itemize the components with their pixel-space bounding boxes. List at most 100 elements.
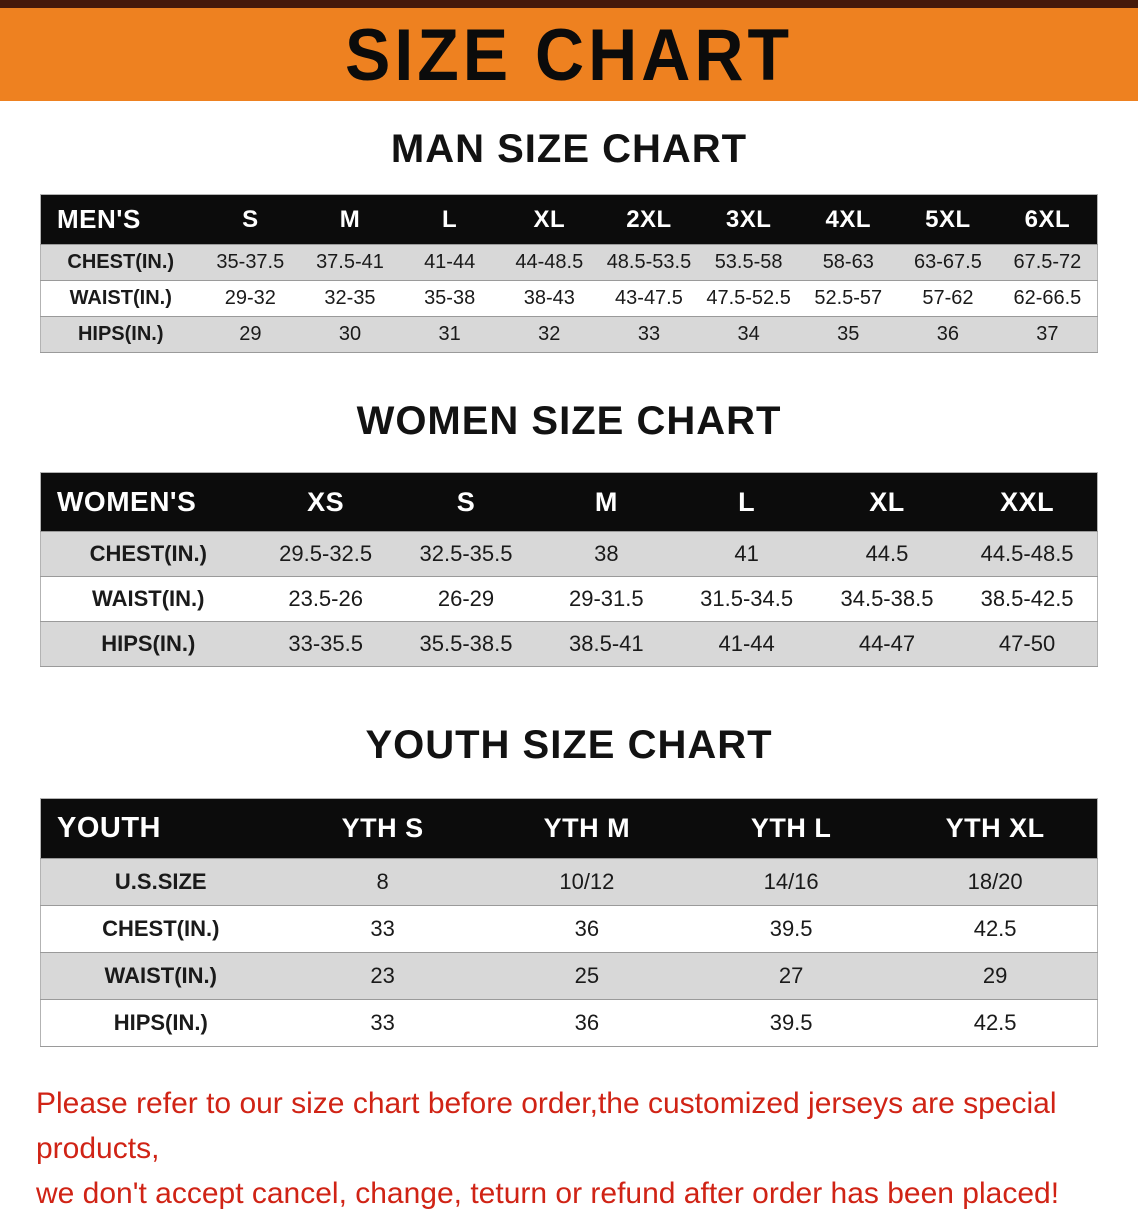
size-cell: 31 [438, 323, 461, 345]
size-cell: 47.5-52.5 [706, 287, 791, 309]
size-cell: 31.5-34.5 [700, 586, 794, 611]
row-label: HIPS(IN.) [113, 1010, 208, 1035]
size-cell: 26-29 [437, 586, 495, 611]
table-header-row: WOMEN'S XS S M L XL XXL [40, 472, 1098, 532]
size-cell: 38.5-41 [569, 631, 644, 656]
table-corner-label: YOUTH [40, 798, 281, 859]
size-cell: 32-35 [324, 287, 376, 309]
size-cell: 29 [239, 323, 262, 345]
youth-section-heading: YOUTH SIZE CHART [365, 723, 773, 767]
size-cell: 52.5-57 [814, 287, 883, 309]
table-row: WAIST(IN.) 23 25 27 29 [40, 952, 1098, 1000]
men-section-heading: MAN SIZE CHART [390, 127, 748, 171]
size-cell: 44-47 [858, 631, 916, 656]
size-cell: 29-31.5 [569, 586, 644, 611]
size-column-header: M [536, 472, 677, 532]
table-row: HIPS(IN.) 29 30 31 32 33 34 35 36 37 [40, 316, 1098, 353]
size-cell: 41-44 [718, 631, 775, 656]
size-cell: 8 [376, 869, 389, 894]
size-cell: 18/20 [967, 869, 1023, 894]
size-column-header: YTH XL [893, 798, 1098, 859]
size-cell: 32 [538, 323, 561, 345]
size-cell: 58-63 [822, 251, 874, 273]
size-column-header: XL [816, 472, 958, 532]
size-cell: 14/16 [763, 869, 819, 894]
size-cell: 10/12 [559, 869, 615, 894]
table-row: CHEST(IN.) 29.5-32.5 32.5-35.5 38 41 44.5 44.5… [40, 531, 1098, 577]
size-column-header: YTH S [280, 798, 485, 859]
table-row: CHEST(IN.) 35-37.5 37.5-41 41-44 44-48.5 48.5… [40, 244, 1098, 281]
size-cell: 34.5-38.5 [840, 586, 934, 611]
notice-line-2: we don't accept cancel, change, teturn o… [36, 1177, 1060, 1210]
size-cell: 27 [778, 963, 804, 988]
row-label: WAIST(IN.) [92, 586, 205, 611]
row-label: CHEST(IN.) [102, 916, 220, 941]
size-cell: 62-66.5 [1013, 287, 1082, 309]
size-column-header: L [676, 472, 817, 532]
size-cell: 67.5-72 [1013, 251, 1082, 273]
row-label: CHEST(IN.) [89, 541, 207, 566]
size-column-header: YTH M [484, 798, 689, 859]
women-size-table: WOMEN'S XS S M L XL XXL CHEST(IN.) 29.5-32.5 32.5… [40, 472, 1098, 667]
women-section-heading: WOMEN SIZE CHART [356, 399, 782, 443]
page-title: SIZE CHART [345, 13, 793, 96]
size-column-header: 3XL [698, 194, 799, 245]
size-cell: 35-38 [424, 287, 476, 309]
size-cell: 34 [737, 323, 760, 345]
size-cell: 38-43 [523, 287, 575, 309]
size-cell: 35-37.5 [216, 251, 285, 273]
size-cell: 39.5 [769, 916, 813, 941]
row-label: CHEST(IN.) [67, 251, 175, 273]
notice-line-1: Please refer to our size chart before or… [36, 1087, 1057, 1165]
size-column-header: M [300, 194, 400, 245]
size-cell: 57-62 [922, 287, 974, 309]
size-cell: 29 [982, 963, 1008, 988]
size-cell: 36 [574, 916, 600, 941]
size-cell: 48.5-53.5 [606, 251, 692, 273]
size-cell: 33-35.5 [288, 631, 363, 656]
footer-notice: Please refer to our size chart before or… [0, 1081, 1138, 1216]
size-column-header: 5XL [898, 194, 998, 245]
size-column-header: YTH L [689, 798, 894, 859]
banner: SIZE CHART [0, 0, 1138, 101]
size-cell: 43-47.5 [615, 287, 683, 309]
size-cell: 32.5-35.5 [419, 541, 513, 566]
size-cell: 44.5-48.5 [980, 541, 1074, 566]
section-men: MAN SIZE CHART MEN'S S M L XL 2XL 3XL 4XL 5XL 6XL… [0, 127, 1138, 353]
size-cell: 33 [370, 916, 395, 941]
size-column-header: 4XL [798, 194, 899, 245]
size-cell: 25 [574, 963, 600, 988]
row-label: U.S.SIZE [114, 869, 207, 894]
size-cell: 37 [1036, 323, 1059, 345]
table-corner-label: MEN'S [40, 194, 201, 245]
size-cell: 53.5-58 [714, 251, 783, 273]
men-size-table: MEN'S S M L XL 2XL 3XL 4XL 5XL 6XL CHEST(IN.) 35-37… [40, 194, 1098, 353]
size-cell: 41-44 [424, 251, 476, 273]
size-cell: 44-48.5 [515, 251, 584, 273]
table-row: HIPS(IN.) 33 36 39.5 42.5 [40, 999, 1098, 1047]
row-label: WAIST(IN.) [104, 963, 217, 988]
row-label: WAIST(IN.) [69, 287, 172, 309]
size-cell: 44.5 [865, 541, 909, 566]
size-column-header: L [399, 194, 500, 245]
row-label: HIPS(IN.) [101, 631, 196, 656]
table-row: U.S.SIZE 8 10/12 14/16 18/20 [40, 858, 1098, 906]
table-row: CHEST(IN.) 33 36 39.5 42.5 [40, 905, 1098, 953]
size-cell: 23 [370, 963, 395, 988]
table-header-row: MEN'S S M L XL 2XL 3XL 4XL 5XL 6XL [40, 194, 1098, 245]
size-cell: 42.5 [973, 1010, 1017, 1035]
size-cell: 37.5-41 [316, 251, 384, 273]
size-column-header: S [200, 194, 301, 245]
table-header-row: YOUTH YTH S YTH M YTH L YTH XL [40, 798, 1098, 859]
size-cell: 41 [734, 541, 759, 566]
size-cell: 63-67.5 [914, 251, 982, 273]
table-row: WAIST(IN.) 23.5-26 26-29 29-31.5 31.5-34.5 34… [40, 576, 1098, 622]
size-cell: 39.5 [769, 1010, 813, 1035]
size-cell: 38.5-42.5 [980, 586, 1074, 611]
size-cell: 38 [594, 541, 619, 566]
table-row: HIPS(IN.) 33-35.5 35.5-38.5 38.5-41 41-44 44-… [40, 621, 1098, 667]
size-column-header: 6XL [997, 194, 1098, 245]
size-column-header: S [395, 472, 537, 532]
size-cell: 36 [936, 323, 960, 345]
